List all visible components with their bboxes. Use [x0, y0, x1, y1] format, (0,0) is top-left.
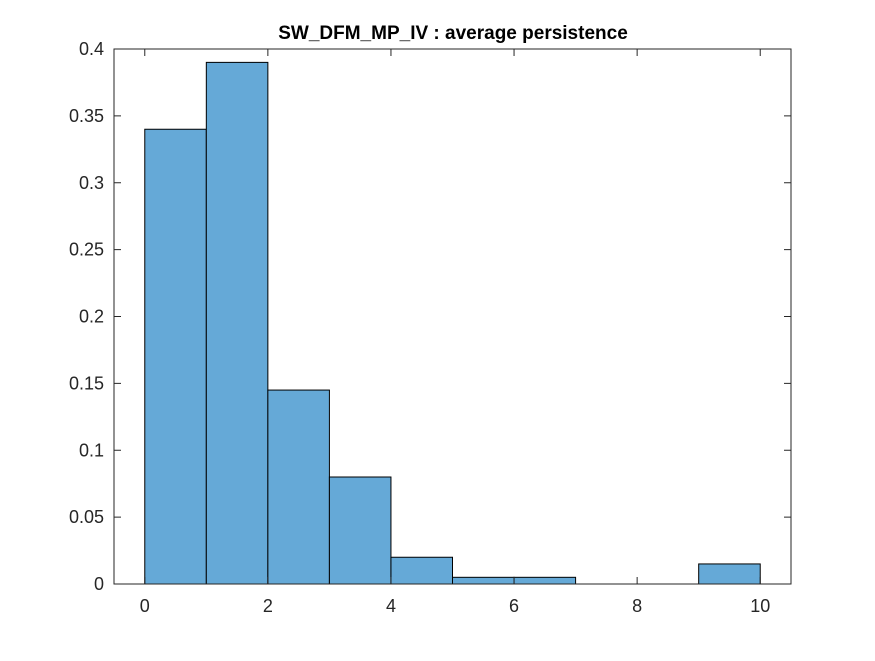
histogram-bar	[390, 556, 454, 585]
y-axis-ticks: 0 0.05 0.1 0.15 0.2 0.25 0.3 0.35 0.4	[69, 39, 791, 594]
histogram-bar	[328, 476, 392, 585]
x-tick-label: 2	[263, 596, 273, 616]
y-tick-label: 0.1	[79, 440, 104, 460]
y-tick-label: 0.3	[79, 173, 104, 193]
x-tick-label: 8	[632, 596, 642, 616]
histogram-bar	[144, 128, 207, 585]
bars-group	[144, 61, 761, 585]
y-tick-label: 0	[94, 574, 104, 594]
y-tick-label: 0.4	[79, 39, 104, 59]
histogram-bar	[698, 563, 761, 585]
histogram-bar	[205, 61, 269, 585]
x-tick-label: 6	[509, 596, 519, 616]
x-tick-label: 0	[140, 596, 150, 616]
y-tick-label: 0.2	[79, 307, 104, 327]
x-axis-ticks: 0 2 4 6 8 10	[140, 49, 770, 616]
histogram-bar	[267, 389, 330, 585]
y-tick-label: 0.25	[69, 240, 104, 260]
x-tick-label: 4	[386, 596, 396, 616]
histogram-bar	[452, 576, 515, 585]
histogram-bar	[513, 576, 577, 585]
chart-title: SW_DFM_MP_IV : average persistence	[278, 23, 628, 44]
y-tick-label: 0.35	[69, 106, 104, 126]
x-tick-label: 10	[750, 596, 770, 616]
y-tick-label: 0.15	[69, 373, 104, 393]
y-tick-label: 0.05	[69, 507, 104, 527]
